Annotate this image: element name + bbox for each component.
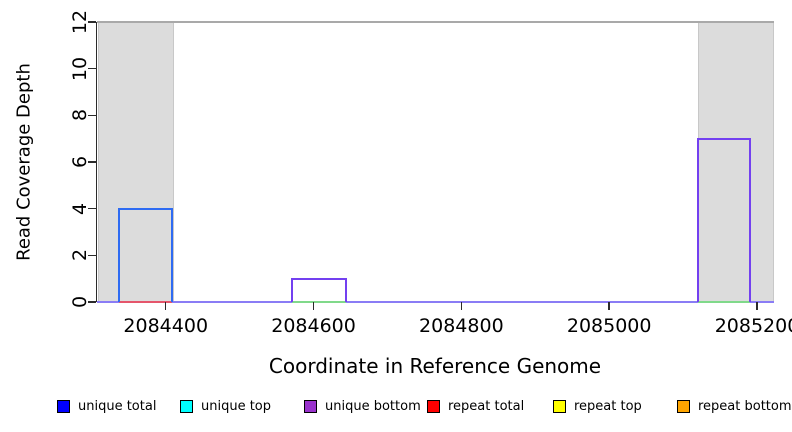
baseline-segment — [119, 301, 172, 303]
y-axis-title: Read Coverage Depth — [13, 63, 35, 261]
x-tick — [608, 302, 610, 310]
y-tick-label: 12 — [69, 9, 91, 35]
y-tick — [88, 67, 96, 70]
x-tick — [164, 302, 167, 310]
legend-item-unique-top: unique top — [180, 399, 271, 414]
top-boundary-rule — [97, 21, 774, 23]
y-tick-label: 10 — [69, 56, 91, 81]
legend-swatch — [427, 400, 440, 413]
legend-item-repeat-top: repeat top — [553, 399, 642, 414]
x-tick-label: 2084600 — [271, 315, 356, 337]
repeat-region-shading — [97, 22, 174, 302]
legend-swatch — [677, 400, 690, 413]
x-tick — [756, 302, 758, 310]
legend-swatch — [180, 400, 193, 413]
legend-item-repeat-total: repeat total — [427, 399, 524, 414]
x-tick-label: 2085200 — [714, 315, 792, 337]
y-tick-label: 8 — [69, 109, 91, 122]
y-tick-label: 2 — [69, 249, 91, 262]
baseline-segment — [749, 301, 774, 303]
legend-swatch — [553, 400, 566, 413]
legend-label: unique total — [78, 399, 157, 414]
baseline-segment — [171, 301, 293, 303]
y-tick-label: 0 — [69, 295, 91, 309]
x-tick-label: 2084400 — [123, 315, 209, 337]
x-tick-label: 2084800 — [419, 315, 504, 337]
baseline-segment — [697, 301, 750, 303]
legend-label: repeat top — [574, 399, 642, 414]
y-tick — [88, 254, 96, 257]
legend-item-unique-total: unique total — [57, 399, 156, 414]
baseline-segment — [292, 301, 347, 303]
y-tick-label: 6 — [69, 155, 91, 169]
y-axis-line — [95, 22, 97, 302]
baseline-segment — [346, 301, 698, 303]
coverage-block — [291, 277, 348, 302]
x-tick — [460, 302, 463, 310]
x-tick — [312, 302, 315, 310]
y-tick — [88, 207, 96, 210]
y-tick — [88, 114, 96, 117]
y-tick-label: 4 — [69, 202, 91, 215]
y-tick — [88, 21, 96, 23]
coverage-block — [696, 137, 751, 302]
x-tick-label: 2085000 — [566, 315, 652, 337]
y-tick — [88, 161, 96, 163]
legend-item-repeat-bottom: repeat bottom — [677, 399, 792, 414]
baseline-segment — [97, 301, 120, 303]
plot-area — [97, 21, 774, 303]
coverage-block — [118, 207, 173, 302]
y-tick — [88, 301, 96, 303]
repeat-region-shading — [697, 22, 774, 302]
legend-label: repeat total — [448, 399, 525, 414]
legend-swatch — [304, 400, 317, 413]
legend-label: repeat bottom — [698, 399, 792, 414]
legend-label: unique top — [201, 399, 272, 414]
x-axis-title: Coordinate in Reference Genome — [268, 354, 602, 378]
legend-swatch — [57, 400, 70, 413]
legend-item-unique-bottom: unique bottom — [304, 399, 421, 414]
legend-label: unique bottom — [325, 399, 421, 414]
